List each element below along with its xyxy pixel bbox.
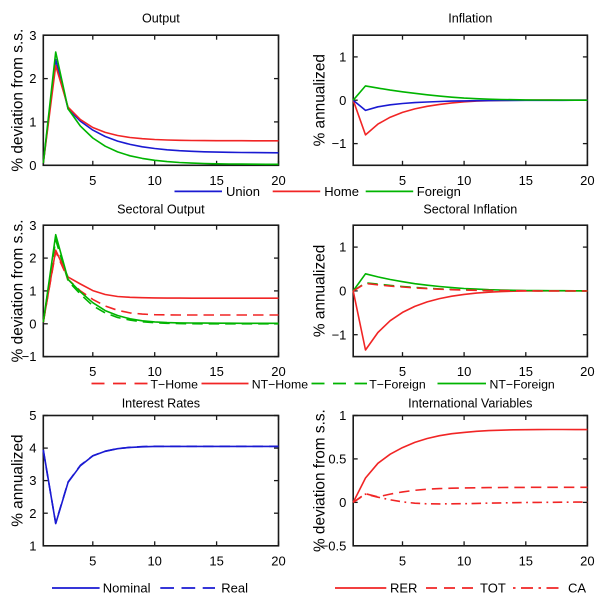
svg-text:0: 0: [339, 93, 346, 108]
svg-text:NT−Home: NT−Home: [252, 377, 309, 391]
svg-text:% deviation from s.s.: % deviation from s.s.: [312, 409, 329, 552]
svg-text:4: 4: [29, 441, 36, 456]
svg-text:0: 0: [29, 158, 36, 173]
svg-text:0: 0: [339, 284, 346, 299]
svg-text:10: 10: [147, 553, 161, 568]
svg-text:5: 5: [29, 408, 36, 423]
svg-text:1: 1: [29, 538, 36, 553]
svg-text:% annualized: % annualized: [312, 54, 329, 146]
svg-text:15: 15: [209, 553, 223, 568]
svg-text:Real: Real: [221, 581, 248, 596]
svg-text:0: 0: [29, 316, 36, 331]
svg-text:10: 10: [457, 173, 471, 188]
svg-text:1: 1: [29, 115, 36, 130]
svg-text:10: 10: [147, 173, 161, 188]
svg-text:1: 1: [339, 50, 346, 65]
svg-text:2: 2: [29, 251, 36, 266]
svg-text:−1: −1: [332, 136, 347, 151]
svg-text:% deviation from s.s.: % deviation from s.s.: [9, 29, 26, 172]
svg-text:Union: Union: [226, 184, 260, 199]
svg-text:15: 15: [519, 553, 533, 568]
svg-text:15: 15: [519, 364, 533, 379]
svg-text:10: 10: [457, 553, 471, 568]
svg-text:1: 1: [29, 284, 36, 299]
svg-text:15: 15: [519, 173, 533, 188]
svg-text:5: 5: [399, 173, 406, 188]
svg-text:0: 0: [339, 495, 346, 510]
svg-text:Sectoral Output: Sectoral Output: [117, 203, 205, 217]
svg-text:% annualized: % annualized: [312, 245, 329, 337]
svg-text:Interest Rates: Interest Rates: [122, 397, 200, 411]
svg-text:20: 20: [271, 364, 285, 379]
svg-text:5: 5: [399, 364, 406, 379]
svg-text:5: 5: [89, 173, 96, 188]
svg-text:RER: RER: [390, 581, 417, 596]
svg-text:1: 1: [339, 240, 346, 255]
svg-text:3: 3: [29, 218, 36, 233]
svg-text:10: 10: [457, 364, 471, 379]
svg-text:Inflation: Inflation: [448, 12, 492, 26]
svg-text:2: 2: [29, 506, 36, 521]
svg-text:Nominal: Nominal: [103, 581, 151, 596]
svg-text:20: 20: [580, 364, 594, 379]
svg-text:Home: Home: [324, 184, 359, 199]
svg-text:2: 2: [29, 71, 36, 86]
svg-text:Output: Output: [142, 12, 180, 26]
svg-text:% deviation from s.s.: % deviation from s.s.: [9, 219, 26, 362]
svg-text:NT−Foreign: NT−Foreign: [490, 377, 555, 391]
svg-text:5: 5: [89, 364, 96, 379]
svg-text:20: 20: [271, 173, 285, 188]
svg-text:0.5: 0.5: [328, 452, 346, 467]
svg-text:1: 1: [339, 408, 346, 423]
svg-text:CA: CA: [568, 581, 586, 596]
svg-text:−1: −1: [332, 327, 347, 342]
svg-text:International Variables: International Variables: [408, 397, 532, 411]
svg-text:20: 20: [580, 173, 594, 188]
svg-text:% annualized: % annualized: [9, 434, 26, 526]
svg-text:3: 3: [29, 473, 36, 488]
svg-text:20: 20: [580, 553, 594, 568]
svg-text:−1: −1: [22, 349, 37, 364]
svg-text:3: 3: [29, 28, 36, 43]
svg-text:5: 5: [89, 553, 96, 568]
svg-text:5: 5: [399, 553, 406, 568]
svg-text:T−Foreign: T−Foreign: [369, 377, 426, 391]
svg-text:−0.5: −0.5: [321, 538, 347, 553]
svg-text:15: 15: [209, 173, 223, 188]
svg-text:TOT: TOT: [480, 581, 506, 596]
svg-text:T−Home: T−Home: [151, 377, 199, 391]
svg-text:Foreign: Foreign: [417, 184, 461, 199]
svg-text:10: 10: [147, 364, 161, 379]
svg-text:Sectoral Inflation: Sectoral Inflation: [423, 203, 517, 217]
svg-text:20: 20: [271, 553, 285, 568]
svg-text:15: 15: [209, 364, 223, 379]
